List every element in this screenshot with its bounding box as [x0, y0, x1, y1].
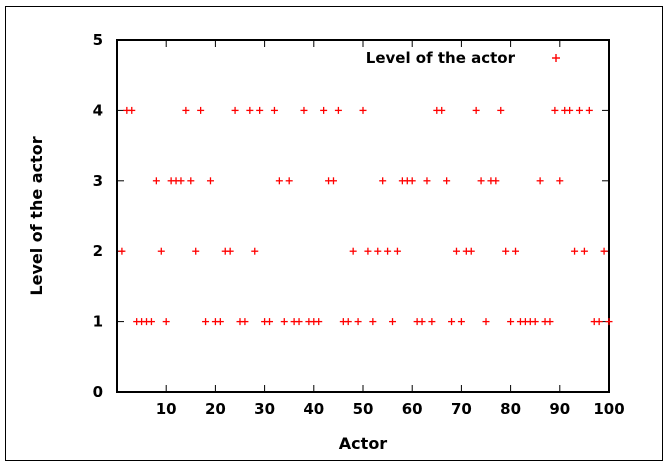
data-point: [389, 318, 397, 326]
data-point: [275, 177, 283, 185]
data-point: [595, 318, 603, 326]
x-tick-label: 30: [254, 400, 275, 418]
x-tick-label: 90: [549, 400, 570, 418]
data-point: [344, 318, 352, 326]
y-tick-label: 2: [93, 242, 103, 260]
data-point: [408, 177, 416, 185]
data-point: [300, 106, 308, 114]
data-point: [206, 177, 214, 185]
data-point: [457, 318, 465, 326]
data-point: [334, 106, 342, 114]
data-points: [118, 106, 613, 326]
data-point: [152, 177, 160, 185]
x-tick-label: 10: [156, 400, 177, 418]
data-point: [231, 106, 239, 114]
data-point: [418, 318, 426, 326]
data-point: [202, 318, 210, 326]
x-tick-label: 20: [205, 400, 226, 418]
y-tick-label: 4: [93, 101, 103, 119]
data-point: [354, 318, 362, 326]
data-point: [482, 318, 490, 326]
data-point: [448, 318, 456, 326]
data-point: [256, 106, 264, 114]
data-point: [575, 106, 583, 114]
legend: Level of the actor: [366, 49, 560, 67]
y-axis-label: Level of the actor: [27, 136, 46, 295]
data-point: [315, 318, 323, 326]
data-point: [147, 318, 155, 326]
data-point: [497, 106, 505, 114]
data-point: [329, 177, 337, 185]
data-point: [266, 318, 274, 326]
data-point: [472, 106, 480, 114]
data-point: [379, 177, 387, 185]
data-point: [157, 247, 165, 255]
data-point: [295, 318, 303, 326]
data-point: [384, 247, 392, 255]
data-point: [605, 318, 613, 326]
data-point: [285, 177, 293, 185]
data-point: [502, 247, 510, 255]
data-point: [320, 106, 328, 114]
data-point: [177, 177, 185, 185]
data-point: [551, 106, 559, 114]
data-point: [477, 177, 485, 185]
legend-label: Level of the actor: [366, 49, 516, 67]
y-tick-label: 1: [93, 313, 103, 331]
data-point: [492, 177, 500, 185]
axis-ticks: 10 20 30 40 50 60 70 80 90 100 0 1 2 3 4 5: [93, 31, 625, 418]
data-point: [182, 106, 190, 114]
data-point: [216, 318, 224, 326]
data-point: [246, 106, 254, 114]
data-point: [507, 318, 515, 326]
y-tick-label: 5: [93, 31, 103, 49]
data-point: [571, 247, 579, 255]
data-point: [270, 106, 278, 114]
data-point: [241, 318, 249, 326]
data-point: [600, 247, 608, 255]
y-tick-label: 3: [93, 172, 103, 190]
data-point: [585, 106, 593, 114]
data-point: [428, 318, 436, 326]
data-point: [467, 247, 475, 255]
x-tick-label: 60: [402, 400, 423, 418]
data-point: [197, 106, 205, 114]
data-point: [546, 318, 554, 326]
data-point: [280, 318, 288, 326]
x-axis-label: Actor: [339, 434, 388, 453]
data-point: [364, 247, 372, 255]
data-point: [374, 247, 382, 255]
y-tick-label: 0: [93, 383, 103, 401]
data-point: [128, 106, 136, 114]
data-point: [187, 177, 195, 185]
data-point: [359, 106, 367, 114]
data-point: [531, 318, 539, 326]
data-point: [118, 247, 126, 255]
x-tick-label: 80: [500, 400, 521, 418]
data-point: [443, 177, 451, 185]
data-point: [556, 177, 564, 185]
data-point: [536, 177, 544, 185]
chart-frame: [5, 6, 663, 461]
data-point: [512, 247, 520, 255]
data-point: [251, 247, 259, 255]
x-tick-label: 100: [593, 400, 624, 418]
data-point: [226, 247, 234, 255]
data-point: [192, 247, 200, 255]
data-point: [369, 318, 377, 326]
data-point: [162, 318, 170, 326]
x-tick-label: 70: [451, 400, 472, 418]
data-point: [349, 247, 357, 255]
data-point: [393, 247, 401, 255]
data-point: [580, 247, 588, 255]
data-point: [566, 106, 574, 114]
data-point: [423, 177, 431, 185]
x-tick-label: 50: [353, 400, 374, 418]
data-point: [438, 106, 446, 114]
data-point: [452, 247, 460, 255]
plot-area: [116, 39, 610, 393]
x-tick-label: 40: [303, 400, 324, 418]
legend-marker: [552, 54, 560, 62]
